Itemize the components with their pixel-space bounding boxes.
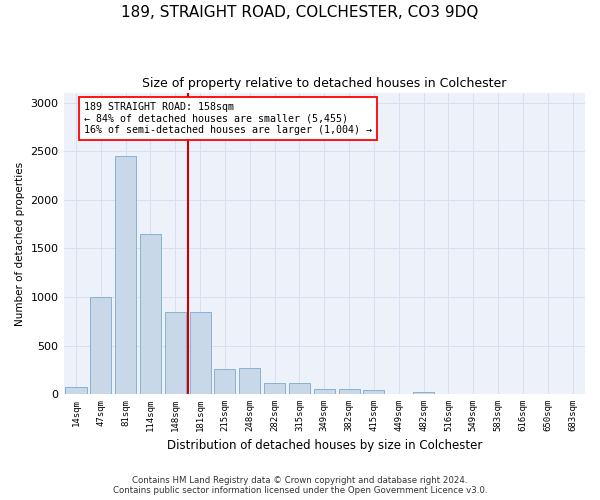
- Bar: [338, 389, 359, 394]
- Bar: [289, 383, 310, 394]
- X-axis label: Distribution of detached houses by size in Colchester: Distribution of detached houses by size …: [167, 440, 482, 452]
- Text: 189 STRAIGHT ROAD: 158sqm
← 84% of detached houses are smaller (5,455)
16% of se: 189 STRAIGHT ROAD: 158sqm ← 84% of detac…: [85, 102, 373, 136]
- Bar: [413, 392, 434, 394]
- Bar: [165, 312, 186, 394]
- Bar: [90, 297, 112, 394]
- Bar: [314, 389, 335, 394]
- Bar: [190, 312, 211, 394]
- Bar: [140, 234, 161, 394]
- Bar: [364, 390, 385, 394]
- Bar: [115, 156, 136, 394]
- Title: Size of property relative to detached houses in Colchester: Size of property relative to detached ho…: [142, 78, 506, 90]
- Bar: [264, 383, 285, 394]
- Bar: [239, 368, 260, 394]
- Text: Contains HM Land Registry data © Crown copyright and database right 2024.
Contai: Contains HM Land Registry data © Crown c…: [113, 476, 487, 495]
- Bar: [214, 369, 235, 394]
- Y-axis label: Number of detached properties: Number of detached properties: [15, 162, 25, 326]
- Text: 189, STRAIGHT ROAD, COLCHESTER, CO3 9DQ: 189, STRAIGHT ROAD, COLCHESTER, CO3 9DQ: [121, 5, 479, 20]
- Bar: [65, 387, 86, 394]
